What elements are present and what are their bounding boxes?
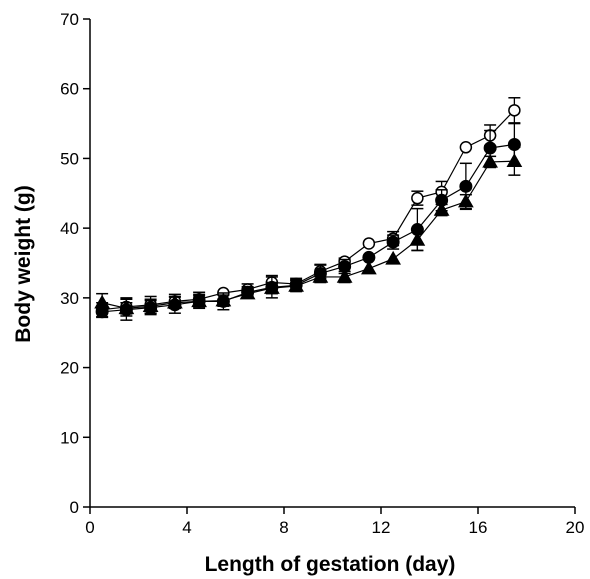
data-point [459, 141, 473, 154]
data-point [508, 104, 521, 117]
x-tick-label: 0 [85, 518, 94, 537]
y-tick-label: 70 [60, 10, 79, 29]
y-tick-label: 0 [70, 498, 79, 517]
x-tick-label: 16 [469, 518, 488, 537]
y-axis-title: Body weight (g) [12, 185, 35, 342]
data-point [167, 294, 183, 309]
data-point [94, 294, 110, 309]
series-filled-circle [95, 122, 521, 321]
series-line [102, 143, 515, 313]
y-tick-label: 60 [60, 80, 79, 99]
series-filled-triangle [94, 146, 523, 315]
data-point [336, 268, 353, 283]
data-point [459, 179, 473, 193]
y-tick-label: 30 [60, 289, 79, 308]
x-tick-label: 8 [279, 518, 288, 537]
y-tick-label: 20 [60, 359, 79, 378]
data-point [264, 280, 280, 294]
data-point [239, 285, 256, 300]
data-point [458, 193, 474, 208]
x-tick-label: 4 [182, 518, 191, 537]
data-point [118, 300, 135, 315]
x-tick-label: 12 [372, 518, 391, 537]
data-point [191, 293, 207, 308]
data-point [362, 237, 376, 250]
data-point [483, 141, 497, 155]
y-tick-label: 50 [60, 149, 79, 168]
data-point [361, 260, 377, 275]
data-point [312, 268, 329, 283]
data-point [433, 202, 450, 216]
data-point [288, 277, 304, 292]
data-point [506, 153, 523, 167]
data-point [482, 153, 498, 168]
data-point [142, 298, 159, 312]
y-tick-label: 10 [60, 428, 79, 447]
axes: 0 10 20 30 40 50 60 70 0 4 8 12 16 20 [60, 10, 584, 537]
data-point [409, 231, 426, 246]
x-tick-label: 20 [566, 518, 585, 537]
data-point [386, 235, 400, 249]
data-point [411, 191, 424, 205]
series-layer [94, 97, 523, 321]
series-open-circle [95, 97, 521, 318]
series-line [101, 160, 515, 309]
y-tick-label: 40 [60, 219, 79, 238]
x-axis-title: Length of gestation (day) [205, 553, 456, 576]
data-point [385, 250, 401, 265]
data-point [215, 292, 232, 307]
